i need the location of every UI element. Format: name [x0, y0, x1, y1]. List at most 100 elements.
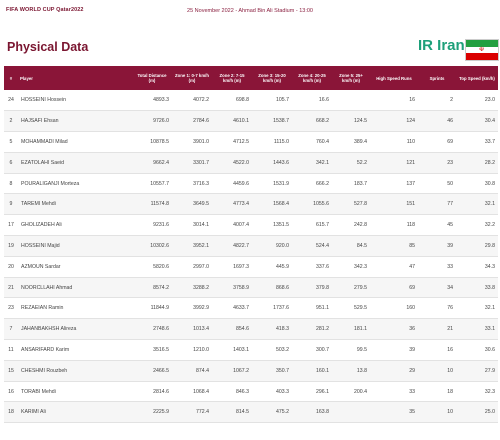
cell-zone1: 3288.2	[193, 284, 209, 291]
cell-player: TAREMI Mehdi	[21, 201, 56, 208]
cell-zone1: 874.4	[196, 367, 209, 374]
cell-zone2: 4773.4	[233, 201, 249, 208]
cell-total: 10557.7	[150, 180, 169, 187]
cell-top-speed: 27.9	[484, 367, 495, 374]
cell-zone2: 1697.3	[233, 263, 249, 270]
cell-zone5: 342.3	[354, 263, 367, 270]
col-header-hsr: High Speed Runs	[376, 75, 412, 81]
cell-zone1: 1068.4	[193, 388, 209, 395]
cell-total: 2466.5	[153, 367, 169, 374]
cell-sprints: 46	[447, 118, 453, 125]
cell-hsr: 85	[409, 242, 415, 249]
cell-zone5: 124.5	[354, 118, 367, 125]
cell-zone2: 814.5	[236, 409, 249, 416]
team-name: IR Iran	[418, 37, 465, 54]
cell-zone1: 2997.0	[193, 263, 209, 270]
table-row: 7 JAHANBAKHSH Alireza 2748.6 1013.4 854.6 418…	[4, 318, 498, 340]
cell-total: 8574.2	[153, 284, 169, 291]
cell-zone5: 183.7	[354, 180, 367, 187]
cell-player: AZMOUN Sardar	[21, 263, 61, 270]
cell-total: 3516.5	[153, 346, 169, 353]
cell-zone2: 4712.5	[233, 138, 249, 145]
col-header-sprints: Sprints	[429, 75, 445, 81]
cell-zone4: 666.2	[316, 180, 329, 187]
cell-zone1: 4072.2	[193, 97, 209, 104]
col-header-total: Total Distance (m)	[137, 73, 167, 83]
cell-total: 9726.0	[153, 118, 169, 125]
cell-hsr: 124	[406, 118, 415, 125]
table-row: 9 TAREMI Mehdi 11574.8 3649.5 4773.4 1568.4 10…	[4, 193, 498, 215]
cell-zone5: 52.2	[356, 159, 367, 166]
cell-zone1: 3952.1	[193, 242, 209, 249]
cell-zone3: 1568.4	[273, 201, 289, 208]
cell-zone2: 3758.9	[233, 284, 249, 291]
cell-zone3: 1115.0	[273, 138, 289, 145]
cell-hsr: 110	[406, 138, 415, 145]
table-row: 11 ANSARIFARD Karim 3516.5 1210.0 1403.1 503.…	[4, 340, 498, 361]
cell-zone5: 181.1	[354, 326, 367, 333]
cell-player: NOORCLLAHI Ahmad	[21, 284, 73, 291]
cell-sprints: 69	[447, 138, 453, 145]
cell-total: 9662.4	[153, 159, 169, 166]
cell-zone3: 1443.6	[273, 159, 289, 166]
cell-zone2: 4522.0	[233, 159, 249, 166]
cell-total: 10302.6	[150, 242, 169, 249]
cell-player: CHESHMI Rouzbeh	[21, 367, 68, 374]
cell-top-speed: 32.1	[484, 201, 495, 208]
cell-hsr: 160	[406, 305, 415, 312]
cell-num: 16	[8, 388, 14, 395]
cell-zone3: 503.2	[276, 346, 289, 353]
cell-sprints: 10	[447, 409, 453, 416]
cell-player: ANSARIFARD Karim	[21, 346, 70, 353]
cell-sprints: 2	[450, 97, 453, 104]
cell-top-speed: 28.2	[484, 159, 495, 166]
table-row: 23 REZAEIAN Ramin 11844.9 3992.9 4633.7 1737.…	[4, 298, 498, 319]
cell-sprints: 10	[447, 367, 453, 374]
cell-sprints: 18	[447, 388, 453, 395]
cell-total: 11844.9	[150, 305, 169, 312]
page-title: Physical Data	[7, 40, 89, 54]
cell-num: 11	[8, 346, 14, 353]
cell-num: 17	[8, 222, 14, 229]
cell-num: 5	[9, 138, 13, 145]
cell-total: 10878.5	[150, 138, 169, 145]
cell-sprints: 33	[447, 263, 453, 270]
cell-player: MOHAMMADI Milad	[21, 138, 68, 145]
cell-zone3: 1351.5	[273, 222, 289, 229]
cell-hsr: 47	[409, 263, 415, 270]
cell-zone5: 389.4	[354, 138, 367, 145]
cell-num: 24	[8, 97, 14, 104]
cell-zone1: 772.4	[196, 409, 209, 416]
cell-hsr: 16	[409, 97, 415, 104]
cell-num: 6	[9, 159, 13, 166]
cell-player: KARIMI Ali	[21, 409, 46, 416]
cell-sprints: 77	[447, 201, 453, 208]
cell-zone2: 4822.7	[233, 242, 249, 249]
cell-zone3: 350.7	[276, 367, 289, 374]
cell-zone3: 445.9	[276, 263, 289, 270]
cell-sprints: 76	[447, 305, 453, 312]
col-header-zone3: Zone 3: 15-20 km/h (m)	[258, 73, 286, 83]
cell-player: TORABI Mehdi	[21, 388, 56, 395]
cell-num: 15	[8, 367, 14, 374]
cell-num: 21	[8, 284, 14, 291]
cell-zone1: 3992.9	[193, 305, 209, 312]
cell-total: 4893.3	[153, 97, 169, 104]
cell-total: 5820.6	[153, 263, 169, 270]
cell-sprints: 39	[447, 242, 453, 249]
cell-top-speed: 32.1	[484, 305, 495, 312]
cell-zone4: 379.8	[316, 284, 329, 291]
cell-hsr: 151	[406, 201, 415, 208]
cell-zone4: 1055.6	[313, 201, 329, 208]
table-row: 8 POURALIGANJI Morteza 10557.7 3716.3 4459.6…	[4, 173, 498, 194]
cell-zone2: 4459.6	[233, 180, 249, 187]
cell-zone4: 296.1	[316, 388, 329, 395]
cell-zone3: 1538.7	[273, 118, 289, 125]
cell-top-speed: 33.8	[484, 284, 495, 291]
cell-player: EZATOLAHI Saeid	[21, 159, 65, 166]
cell-player: POURALIGANJI Morteza	[21, 180, 80, 187]
table-row: 5 MOHAMMADI Milad 10878.5 3901.0 4712.5 1115.…	[4, 132, 498, 153]
cell-player: JAHANBAKHSH Alireza	[21, 326, 77, 333]
cell-zone1: 1013.4	[193, 326, 209, 333]
cell-sprints: 45	[447, 222, 453, 229]
